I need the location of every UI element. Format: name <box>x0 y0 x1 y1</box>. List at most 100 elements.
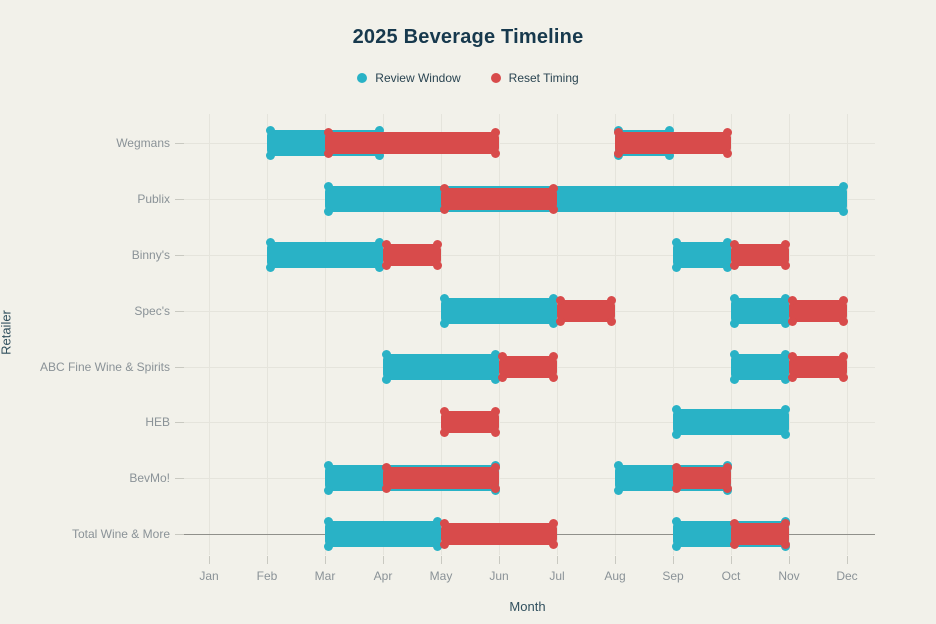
bar-corner-dot <box>614 149 623 158</box>
bar-corner-dot <box>433 517 442 526</box>
legend: Review Window Reset Timing <box>0 71 936 85</box>
review-window-bar-3[interactable] <box>440 294 558 328</box>
reset-timing-bar-7[interactable] <box>440 519 558 549</box>
reset-timing-bar-2[interactable] <box>730 240 790 270</box>
bar-corner-dot <box>781 519 790 528</box>
plot-area <box>180 110 875 555</box>
gridline-vertical <box>383 114 384 555</box>
gridline-vertical <box>267 114 268 555</box>
gridline-horizontal <box>180 255 875 256</box>
bar-corner-dot <box>491 484 500 493</box>
x-tick-label-1: Feb <box>256 569 278 583</box>
bar-corner-dot <box>375 238 384 247</box>
review-window-bar-1[interactable] <box>324 182 848 216</box>
bar-corner-dot <box>839 296 848 305</box>
bar-corner-dot <box>382 463 391 472</box>
review-window-bar-2[interactable] <box>266 238 384 272</box>
bar-corner-dot <box>781 430 790 439</box>
gridline-vertical <box>731 114 732 555</box>
bar-corner-dot <box>723 484 732 493</box>
x-tick-label-4: May <box>429 569 453 583</box>
bar-corner-dot <box>433 542 442 551</box>
reset-timing-bar-7[interactable] <box>730 519 790 549</box>
bar-corner-dot <box>723 263 732 272</box>
bar-corner-dot <box>324 207 333 216</box>
bar-corner-dot <box>839 182 848 191</box>
bar-corner-dot <box>672 430 681 439</box>
bar-corner-dot <box>440 519 449 528</box>
bar-corner-dot <box>491 128 500 137</box>
review-window-bar-4[interactable] <box>730 350 790 384</box>
bar-corner-dot <box>324 149 333 158</box>
y-tick <box>175 255 184 256</box>
x-tick <box>383 556 384 564</box>
y-axis-title: Retailer <box>0 310 14 355</box>
reset-timing-bar-4[interactable] <box>788 352 848 382</box>
gridline-vertical <box>325 114 326 555</box>
bar-corner-dot <box>723 149 732 158</box>
bar-corner-dot <box>781 240 790 249</box>
reset-timing-bar-6[interactable] <box>382 463 500 493</box>
bar-corner-dot <box>549 540 558 549</box>
bar-corner-dot <box>491 350 500 359</box>
bar-corner-dot <box>549 352 558 361</box>
bar-corner-dot <box>266 263 275 272</box>
y-tick-label-0: Wegmans <box>116 136 170 150</box>
chart-title: 2025 Beverage Timeline <box>352 26 584 48</box>
gridline-horizontal <box>180 422 875 423</box>
y-tick-label-5: HEB <box>145 415 170 429</box>
review-window-bar-5[interactable] <box>672 405 790 439</box>
review-window-bar-7[interactable] <box>324 517 442 551</box>
reset-timing-bar-4[interactable] <box>498 352 558 382</box>
reset-timing-bar-0[interactable] <box>614 128 732 158</box>
review-window-bar-4[interactable] <box>382 350 500 384</box>
legend-item-label: Reset Timing <box>508 71 579 85</box>
reset-timing-bar-6[interactable] <box>672 463 732 493</box>
review-window-bar-2[interactable] <box>672 238 732 272</box>
reset-timing-bar-2[interactable] <box>382 240 442 270</box>
bar-corner-dot <box>498 352 507 361</box>
bar-corner-dot <box>730 240 739 249</box>
bar-corner-dot <box>607 296 616 305</box>
bar-corner-dot <box>788 296 797 305</box>
bar-corner-dot <box>266 238 275 247</box>
bar-corner-dot <box>672 517 681 526</box>
bar-corner-dot <box>491 407 500 416</box>
x-tick <box>673 556 674 564</box>
x-tick-label-2: Mar <box>314 569 336 583</box>
x-tick-label-3: Apr <box>373 569 393 583</box>
bar-corner-dot <box>440 407 449 416</box>
bar-corner-dot <box>781 261 790 270</box>
reset-timing-bar-3[interactable] <box>556 296 616 326</box>
gridline-horizontal <box>180 143 875 144</box>
y-tick <box>175 143 184 144</box>
bar-corner-dot <box>556 317 565 326</box>
bar-corner-dot <box>382 261 391 270</box>
bar-corner-dot <box>781 319 790 328</box>
bar-corner-dot <box>556 296 565 305</box>
bar-corner-dot <box>839 207 848 216</box>
gridline-vertical <box>673 114 674 555</box>
gridline-vertical <box>441 114 442 555</box>
bar-corner-dot <box>781 375 790 384</box>
reset-timing-bar-0[interactable] <box>324 128 500 158</box>
legend-item-review-window[interactable]: Review Window <box>357 71 461 85</box>
x-tick <box>615 556 616 564</box>
review-window-bar-3[interactable] <box>730 294 790 328</box>
gridline-vertical <box>615 114 616 555</box>
reset-timing-bar-5[interactable] <box>440 407 500 437</box>
bar-corner-dot <box>549 319 558 328</box>
legend-item-reset-timing[interactable]: Reset Timing <box>490 71 579 85</box>
x-tick-label-0: Jan <box>199 569 219 583</box>
gridline-vertical <box>557 114 558 555</box>
reset-timing-bar-1[interactable] <box>440 184 558 214</box>
bar-corner-dot <box>672 542 681 551</box>
bar-corner-dot <box>788 317 797 326</box>
y-tick <box>175 199 184 200</box>
gridline-vertical <box>499 114 500 555</box>
bar-corner-dot <box>491 463 500 472</box>
y-tick <box>175 311 184 312</box>
reset-timing-bar-3[interactable] <box>788 296 848 326</box>
x-tick <box>325 556 326 564</box>
